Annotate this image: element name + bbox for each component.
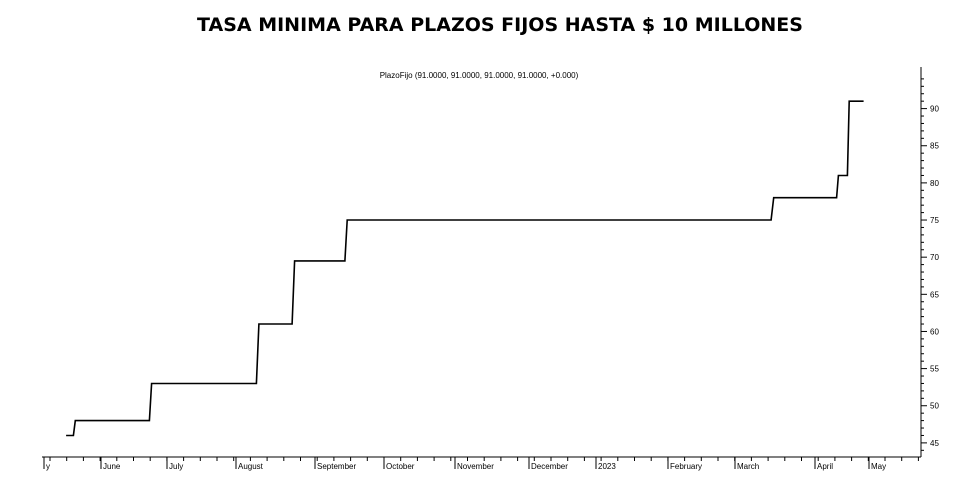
y-tick-label: 75: [930, 216, 939, 225]
y-tick-label: 90: [930, 105, 939, 114]
x-tick-label: April: [817, 462, 833, 471]
chart-title: TASA MINIMA PARA PLAZOS FIJOS HASTA $ 10…: [197, 14, 803, 36]
x-tick-label: March: [737, 462, 759, 471]
x-tick-label: September: [317, 462, 356, 471]
x-tick-label: August: [238, 462, 264, 471]
y-tick-label: 80: [930, 179, 939, 188]
x-tick-label: October: [386, 462, 415, 471]
x-tick-label: July: [169, 462, 183, 471]
x-tick-label: November: [457, 462, 494, 471]
y-tick-label: 50: [930, 402, 939, 411]
series-line-plazofijo: [66, 100, 864, 437]
x-tick-label: December: [531, 462, 568, 471]
x-tick-label: y: [46, 462, 50, 471]
x-tick-label: 2023: [598, 462, 616, 471]
y-tick-label: 70: [930, 253, 939, 262]
x-tick-label: June: [103, 462, 121, 471]
y-tick-label: 55: [930, 365, 939, 374]
x-tick-label: February: [670, 462, 702, 471]
x-tick-label: May: [871, 462, 886, 471]
y-tick-label: 85: [930, 142, 939, 151]
y-tick-label: 60: [930, 327, 939, 336]
y-tick-label: 45: [930, 439, 939, 448]
chart-legend: PlazoFijo (91.0000, 91.0000, 91.0000, 91…: [380, 71, 579, 80]
y-tick-label: 65: [930, 290, 939, 299]
